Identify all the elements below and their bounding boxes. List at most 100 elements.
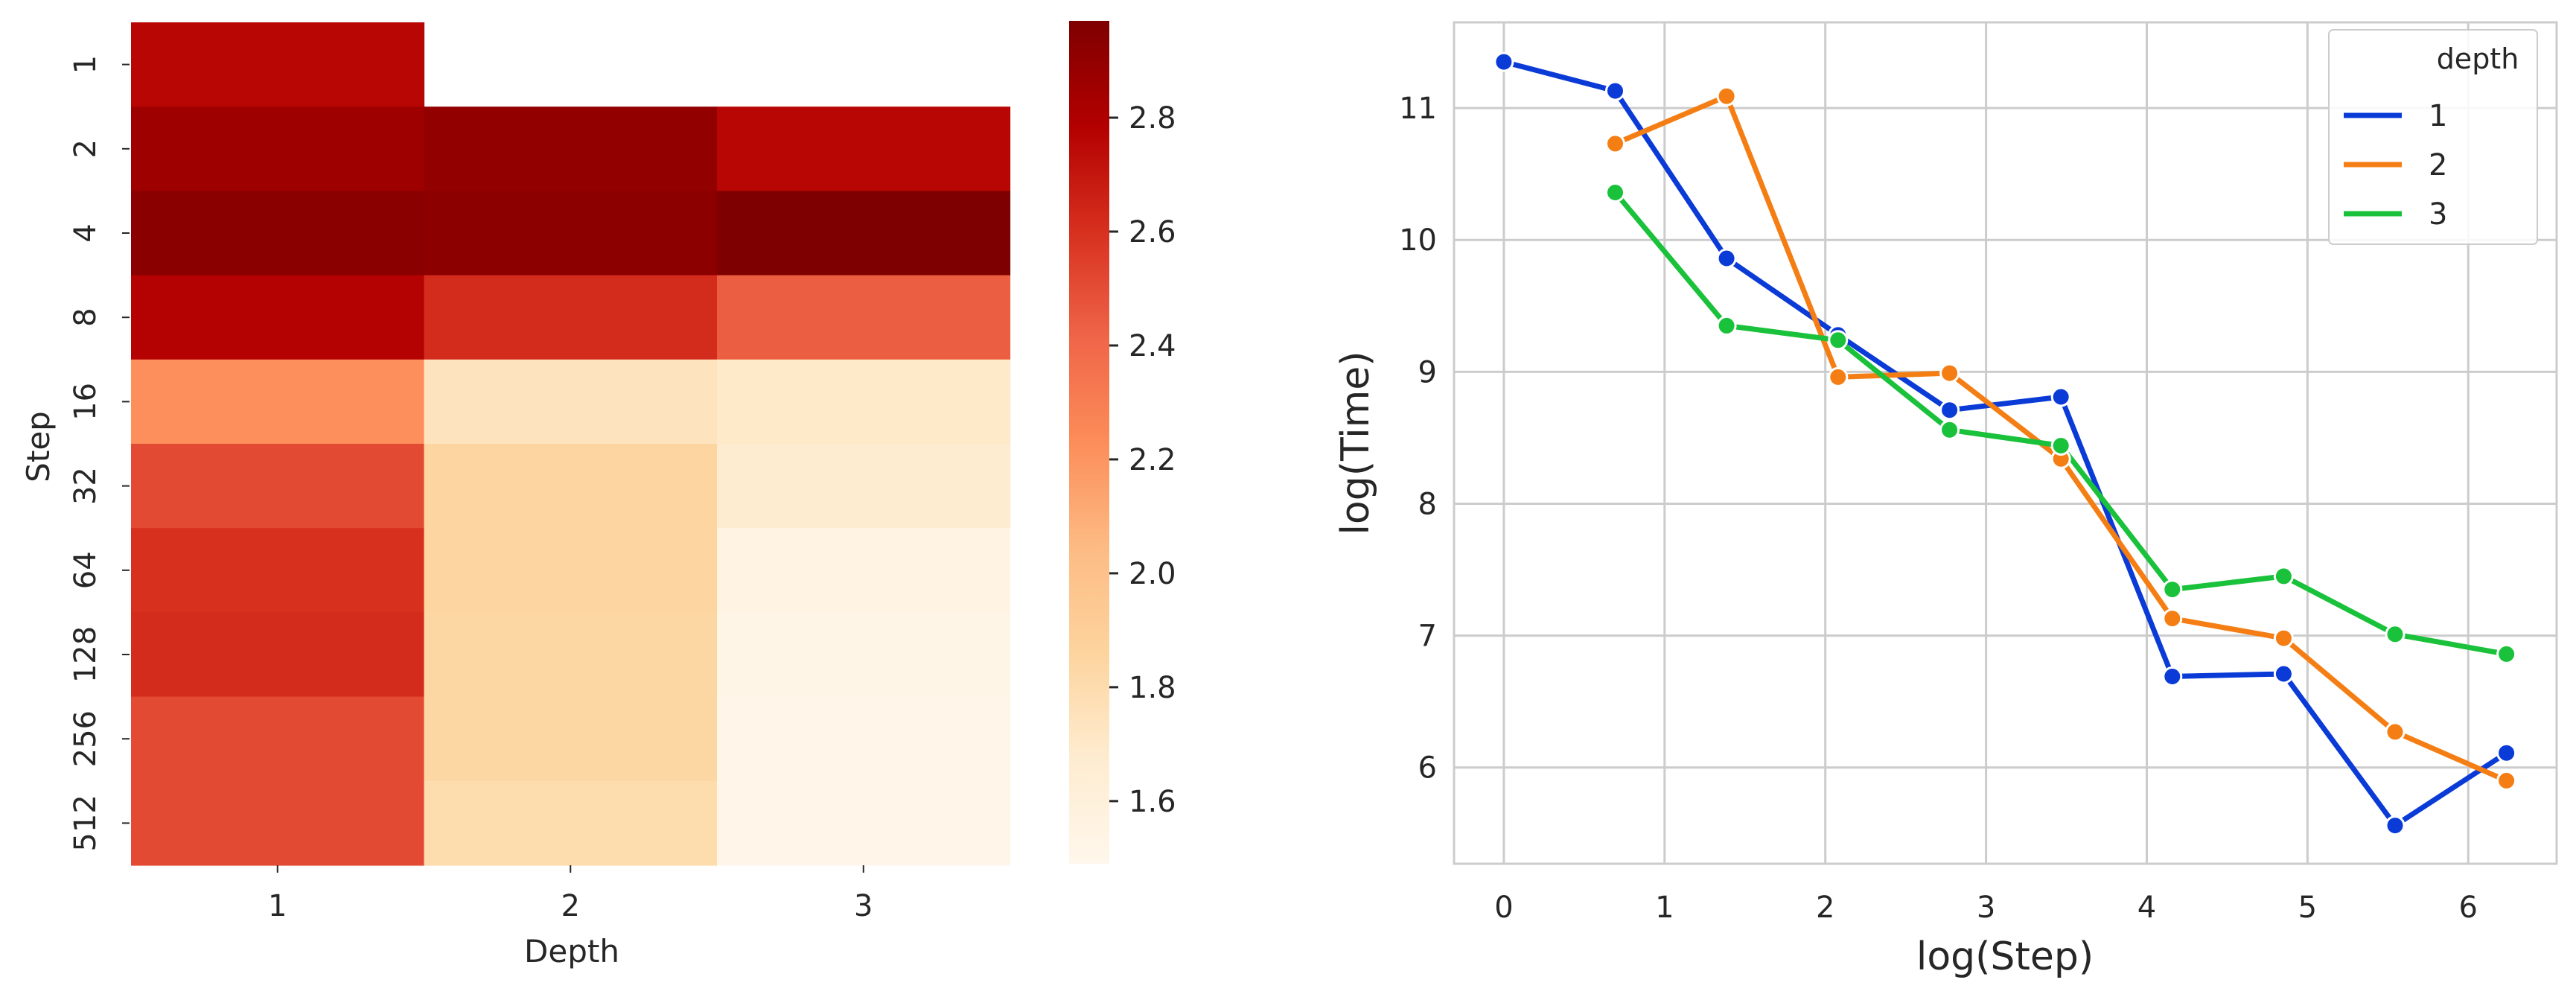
- y-tick-label: 10: [1399, 223, 1437, 258]
- legend-label-3: 3: [2429, 197, 2447, 232]
- heatmap-y-axis-label: Step: [20, 411, 57, 483]
- heatmap-cell: [131, 444, 425, 529]
- heatmap-y-tick-label: 16: [68, 383, 103, 421]
- legend-label-2: 2: [2429, 148, 2447, 182]
- series-point-2: [1828, 366, 1849, 387]
- heatmap-x-tick-label: 1: [268, 889, 287, 923]
- y-tick-label: 8: [1418, 487, 1437, 521]
- heatmap-cell: [424, 191, 718, 276]
- series-point-1: [1605, 80, 1625, 101]
- heatmap-x-tick-label: 2: [561, 889, 580, 923]
- series-point-1: [1939, 400, 1960, 421]
- series-point-1: [2162, 666, 2183, 687]
- y-tick-label: 9: [1418, 355, 1437, 389]
- heatmap-y-tick-label: 256: [68, 710, 103, 767]
- series-point-3: [2050, 436, 2071, 456]
- heatmap-x-tick-label: 3: [854, 889, 873, 923]
- heatmap-cell: [131, 528, 425, 613]
- colorbar-tick-label: 2.0: [1129, 557, 1176, 591]
- series-point-1: [1493, 51, 1514, 72]
- y-tick-label: 7: [1418, 620, 1437, 654]
- x-axis-label: log(Step): [1916, 934, 2094, 979]
- heatmap-cell: [424, 444, 718, 529]
- colorbar-ticks: 1.6 1.8 2.0 2.2 2.4 2.6 2.8: [1109, 101, 1176, 819]
- x-tick-label: 5: [2298, 891, 2317, 925]
- legend-box: [2328, 29, 2538, 245]
- heatmap-x-axis-label: Depth: [524, 933, 619, 969]
- legend-items: 1 2 3: [2344, 99, 2447, 232]
- heatmap-cell: [131, 780, 425, 866]
- series-point-2: [1939, 363, 1960, 383]
- colorbar-tick-label: 1.8: [1129, 671, 1176, 705]
- series-point-3: [2162, 579, 2183, 600]
- x-tick-label: 3: [1977, 891, 1995, 925]
- series-point-1: [2273, 663, 2294, 684]
- heatmap-cell: [424, 275, 718, 360]
- y-tick-label: 6: [1418, 751, 1437, 786]
- legend-title: depth: [2437, 42, 2519, 75]
- x-tick-labels: 0 1 2 3 4 5 6: [1494, 891, 2478, 925]
- colorbar-tick-label: 2.6: [1129, 215, 1176, 249]
- heatmap-cell: [717, 696, 1011, 782]
- heatmap-cell: [424, 696, 718, 782]
- heatmap-cell: [717, 528, 1011, 613]
- heatmap-cell: [131, 22, 425, 107]
- heatmap-cell: [717, 780, 1011, 866]
- colorbar-tick-label: 1.6: [1129, 785, 1176, 819]
- heatmap-cell: [424, 106, 718, 191]
- heatmap-y-tick-label: 32: [68, 467, 103, 505]
- legend-label-1: 1: [2429, 99, 2447, 133]
- heatmap-y-tick-label: 1: [68, 55, 103, 74]
- series-point-2: [1716, 86, 1737, 106]
- heatmap-y-tick-label: 128: [68, 626, 103, 683]
- y-axis-label: log(Time): [1333, 351, 1378, 535]
- series-point-1: [2385, 815, 2406, 836]
- colorbar: 1.6 1.8 2.0 2.2 2.4 2.6 2.8: [1069, 21, 1176, 864]
- heatmap-cell: [717, 106, 1011, 191]
- series-point-3: [1939, 419, 1960, 440]
- heatmap-cell: [131, 191, 425, 276]
- heatmap-y-tick-label: 64: [68, 551, 103, 589]
- series-group: [1493, 51, 2517, 836]
- heatmap-y-tick-label: 8: [68, 308, 103, 326]
- heatmap-cell: [131, 612, 425, 698]
- heatmap-cell: [424, 612, 718, 698]
- colorbar-gradient: [1069, 21, 1109, 864]
- heatmap-y-tick-label: 512: [68, 795, 103, 851]
- plot-frame: [1453, 21, 2558, 865]
- heatmap-cell: [131, 106, 425, 191]
- series-point-3: [2385, 624, 2406, 645]
- series-point-2: [2162, 608, 2183, 629]
- heatmap-cell: [717, 275, 1011, 360]
- heatmap-x-tick-labels: 1 2 3: [268, 865, 873, 923]
- heatmap-y-tick-label: 4: [68, 223, 103, 242]
- heatmap-cell: [717, 612, 1011, 698]
- series-point-1: [2050, 386, 2071, 407]
- y-tick-labels: 6 7 8 9 10 11: [1399, 92, 1437, 786]
- series-point-3: [1605, 182, 1625, 203]
- heatmap-cell: [424, 780, 718, 866]
- series-point-3: [1828, 330, 1849, 351]
- heatmap-cell: [717, 359, 1011, 445]
- series-point-2: [2385, 722, 2406, 742]
- series-point-1: [1716, 248, 1737, 269]
- heatmap-cells: [131, 22, 1011, 866]
- y-tick-label: 11: [1399, 92, 1437, 126]
- heatmap-chart: 1 2 3 1 2 4 8 16 32 64 128 256 512 Depth Step: [20, 22, 1011, 969]
- series-line-1: [1501, 59, 2510, 829]
- line-chart: 0 1 2 3 4 5 6 6 7 8 9 10 11 log(Step) log(Time) dep…: [1333, 21, 2558, 979]
- heatmap-y-tick-labels: 1 2 4 8 16 32 64 128 256 512: [68, 55, 130, 852]
- x-tick-label: 0: [1494, 891, 1513, 925]
- series-point-3: [1716, 315, 1737, 336]
- heatmap-cell: [717, 191, 1011, 276]
- heatmap-cell: [131, 275, 425, 360]
- grid: [1454, 22, 2557, 864]
- heatmap-cell: [131, 696, 425, 782]
- colorbar-tick-label: 2.8: [1129, 101, 1176, 136]
- series-point-2: [2273, 628, 2294, 649]
- series-point-2: [1605, 133, 1625, 154]
- legend: depth 1 2 3: [2328, 29, 2538, 245]
- x-tick-label: 6: [2459, 891, 2478, 925]
- heatmap-cell: [131, 359, 425, 445]
